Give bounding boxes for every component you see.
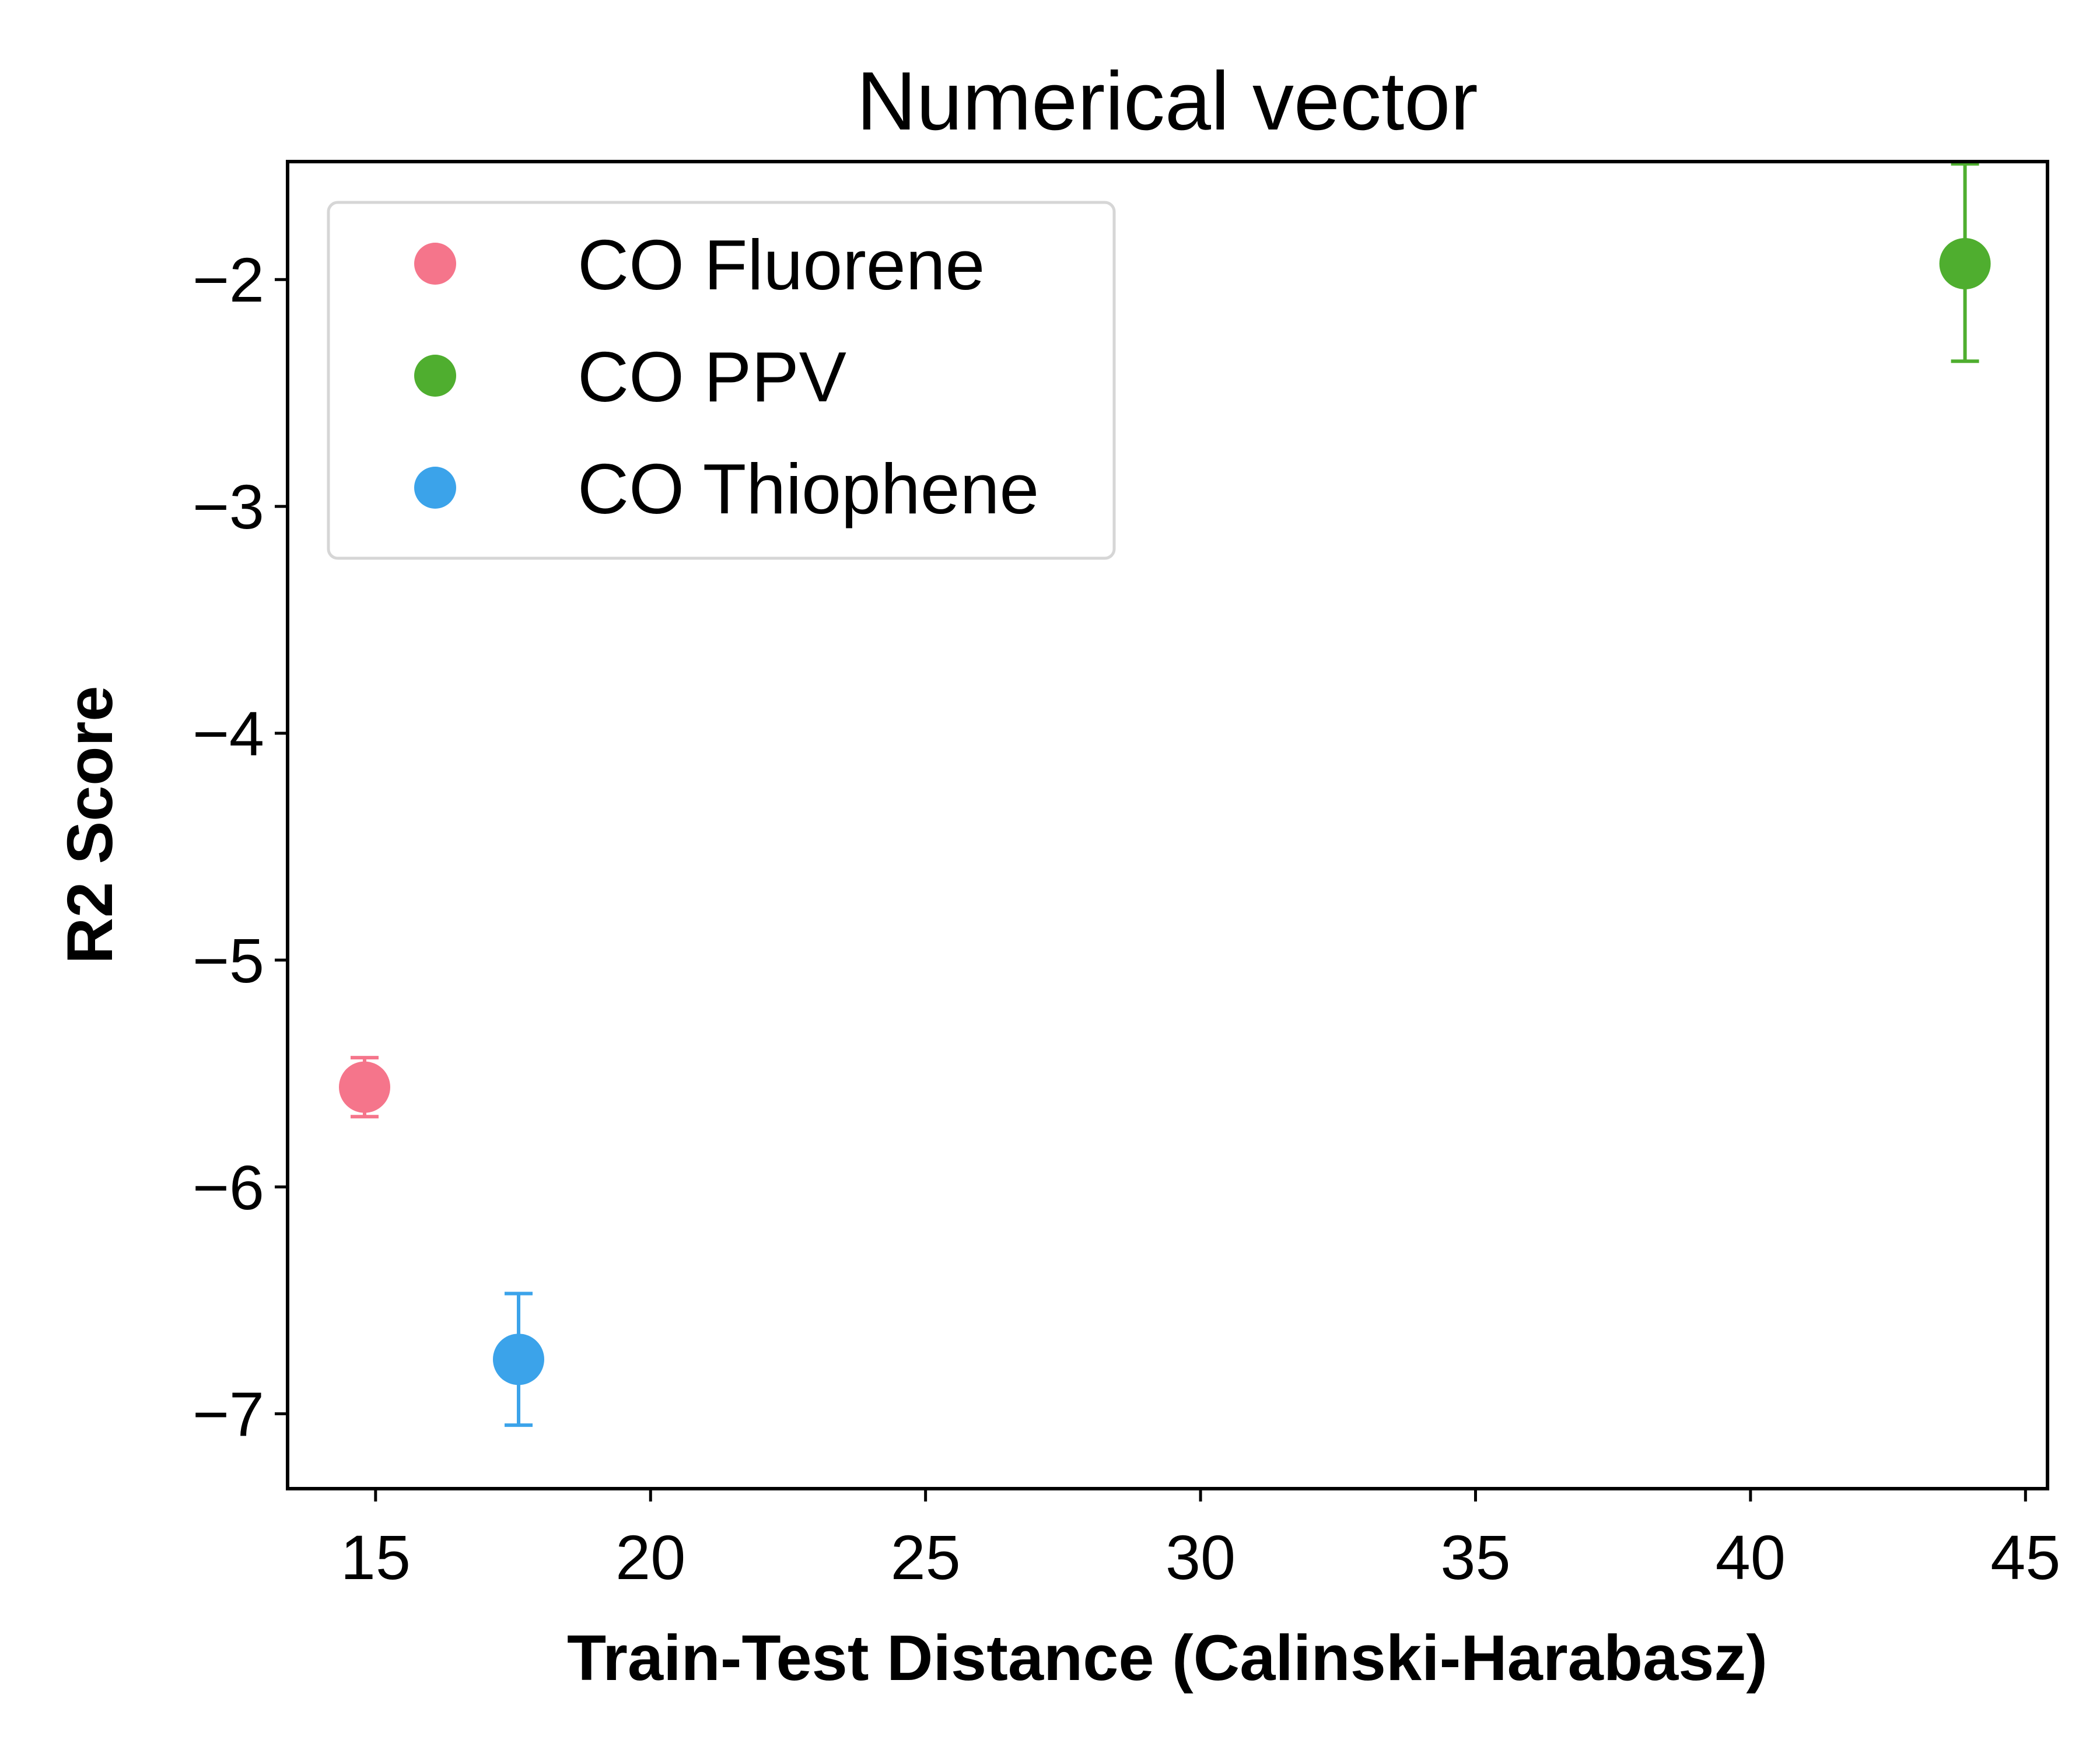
x-tick-label: 45 bbox=[1990, 1522, 2060, 1592]
y-tick-label: −6 bbox=[192, 1152, 264, 1223]
plot-frame bbox=[286, 160, 2049, 1490]
legend-box bbox=[327, 201, 1116, 560]
chart-title: Numerical vector bbox=[856, 55, 1478, 148]
x-axis-label: Train-Test Distance (Calinski-Harabasz) bbox=[567, 1622, 1768, 1694]
y-tick-label: −2 bbox=[192, 244, 264, 315]
x-tick-label: 35 bbox=[1440, 1522, 1510, 1592]
legend-marker bbox=[414, 355, 456, 397]
data-point bbox=[338, 1061, 390, 1113]
y-tick-label: −3 bbox=[192, 471, 264, 542]
y-tick-label: −5 bbox=[192, 925, 264, 996]
legend: CO Fluorene CO PPV CO Thiophene bbox=[327, 201, 1116, 560]
x-tick-label: 15 bbox=[341, 1522, 411, 1592]
data-marks bbox=[338, 162, 1991, 1427]
series-co-fluorene bbox=[338, 1056, 390, 1119]
series-co-ppv bbox=[1939, 162, 1991, 363]
data-point bbox=[492, 1334, 544, 1385]
legend-marker bbox=[414, 243, 456, 285]
legend-marker bbox=[414, 467, 456, 509]
y-tick-label: −4 bbox=[192, 698, 264, 769]
legend-label: CO PPV bbox=[578, 337, 846, 416]
y-axis-label: R2 Score bbox=[54, 686, 126, 964]
y-tick-label: −7 bbox=[192, 1379, 264, 1450]
x-tick-label: 30 bbox=[1166, 1522, 1236, 1592]
x-tick-label: 40 bbox=[1716, 1522, 1786, 1592]
x-tick-label: 20 bbox=[615, 1522, 685, 1592]
data-point bbox=[1939, 238, 1991, 289]
axis-ticks: 15 20 25 30 35 40 45 −2 −3 −4 −5 −6 −7 bbox=[192, 244, 2060, 1592]
x-tick-label: 25 bbox=[891, 1522, 961, 1592]
legend-label: CO Fluorene bbox=[578, 225, 985, 304]
series-co-thiophene bbox=[492, 1292, 544, 1427]
legend-label: CO Thiophene bbox=[578, 449, 1039, 528]
